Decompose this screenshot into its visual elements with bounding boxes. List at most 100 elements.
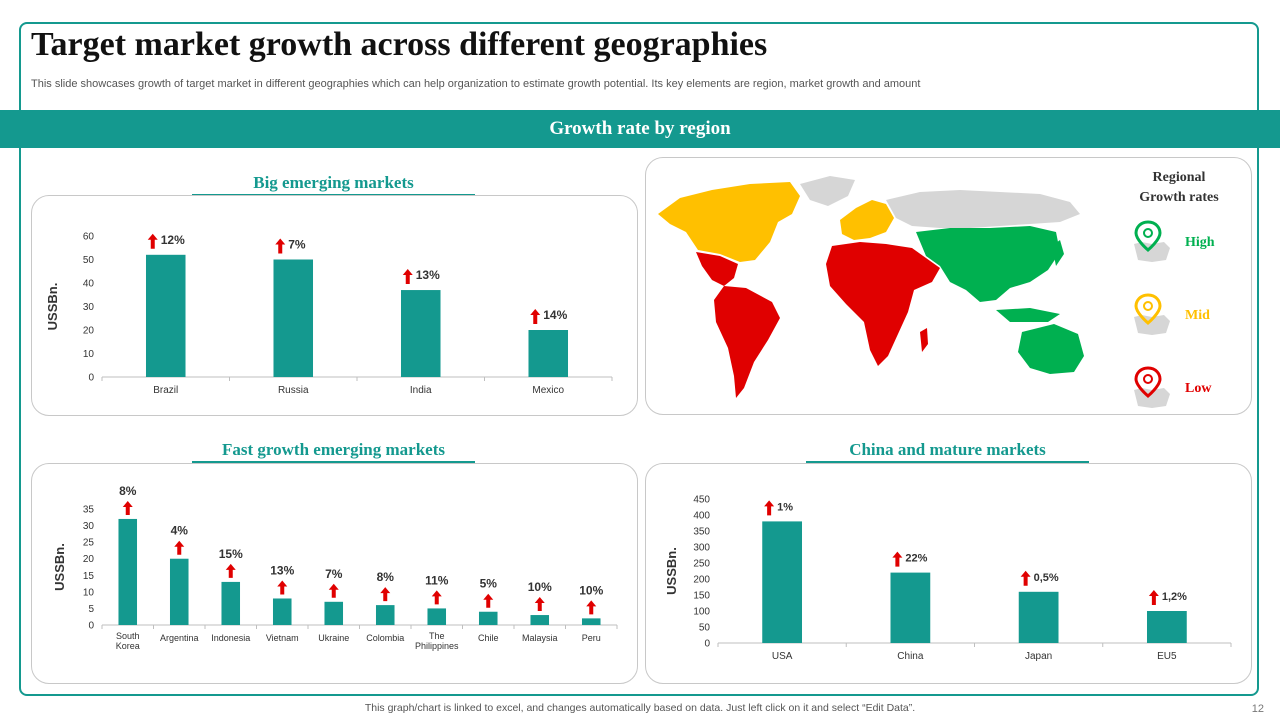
growth-label: 22% [905, 553, 927, 565]
up-arrow-icon [431, 590, 442, 605]
y-tick-label: 10 [83, 349, 95, 360]
map-region-central-america [696, 252, 738, 286]
bar-malaysia [530, 615, 550, 625]
y-tick-label: 0 [704, 639, 710, 650]
up-arrow-icon [483, 593, 494, 608]
section-underline [806, 461, 1089, 463]
map-region-south-america [714, 286, 780, 398]
chart-panel-fast-growth: 0 5 10 15 20 25 30 35 USSBn. South Korea 8% Argentin… [31, 463, 638, 684]
growth-label: 1,2% [1162, 591, 1187, 603]
y-tick-label: 25 [83, 538, 95, 549]
page-subtitle: This slide showcases growth of target ma… [31, 78, 921, 90]
growth-label: 8% [119, 484, 137, 498]
x-tick-label: Argentina [160, 633, 199, 643]
y-tick-label: 100 [693, 607, 710, 618]
bar-china [890, 572, 931, 643]
y-tick-label: 60 [83, 232, 95, 243]
x-tick-label: Korea [116, 641, 140, 651]
up-arrow-icon [586, 600, 597, 615]
bar-india [400, 290, 441, 377]
y-tick-label: 150 [693, 591, 710, 602]
legend-item-high: High [1130, 220, 1250, 268]
y-tick-label: 20 [83, 326, 95, 337]
big-emerging-markets-chart: 0 10 20 30 40 50 60 USSBn. Brazil 12% Russia 7% Indi… [45, 232, 613, 396]
growth-label: 14% [543, 308, 567, 322]
y-tick-label: 200 [693, 575, 710, 586]
x-tick-label: South [116, 631, 140, 641]
map-panel: Regional Growth rates High Mid Low [645, 157, 1252, 415]
x-tick-label: Brazil [153, 385, 178, 396]
up-arrow-icon [122, 500, 133, 515]
x-tick-label: Philippines [415, 641, 459, 651]
x-tick-label: Malaysia [522, 633, 558, 643]
bar-usa [762, 521, 803, 643]
x-tick-label: Colombia [366, 633, 404, 643]
legend-label-high: High [1185, 235, 1215, 250]
up-arrow-icon [892, 551, 903, 567]
legend-title: Regional Growth rates [1139, 170, 1219, 205]
bar-indonesia [221, 581, 241, 625]
y-tick-label: 15 [83, 571, 95, 582]
x-tick-label: India [410, 385, 432, 396]
map-region-africa [826, 242, 940, 366]
chart-panel-mature: 0 50 100 150 200 250 300 350 400 450 USSBn. USA 1% Ch… [645, 463, 1252, 684]
bar-south-korea [118, 518, 138, 625]
y-tick-label: 350 [693, 527, 710, 538]
map-pin-icon [1134, 366, 1170, 408]
bar-the-philippines [427, 608, 447, 625]
y-tick-label: 30 [83, 302, 95, 313]
x-tick-label: The [429, 631, 445, 641]
up-arrow-icon [1020, 570, 1031, 586]
map-region-japan [1052, 240, 1064, 266]
up-arrow-icon [530, 309, 541, 324]
section-title-mature: China and mature markets [849, 440, 1046, 459]
up-arrow-icon [275, 238, 286, 254]
y-tick-label: 35 [83, 505, 95, 516]
growth-label: 8% [377, 570, 395, 584]
section-title-big-emerging: Big emerging markets [253, 173, 414, 192]
growth-label: 1% [777, 501, 793, 513]
y-tick-label: 400 [693, 511, 710, 522]
up-arrow-icon [380, 587, 391, 602]
page-title: Target market growth across different ge… [31, 26, 768, 63]
slide-frame [19, 22, 1259, 696]
bar-ukraine [324, 601, 344, 625]
x-tick-label: Peru [582, 633, 601, 643]
bar-colombia [375, 605, 395, 625]
x-tick-label: Japan [1025, 651, 1052, 662]
up-arrow-icon [764, 500, 775, 516]
map-pin-icon [1134, 293, 1170, 335]
map-region-russia [886, 190, 1080, 228]
y-tick-label: 250 [693, 559, 710, 570]
bar-peru [581, 618, 601, 625]
y-tick-label: 30 [83, 521, 95, 532]
x-tick-label: USA [772, 651, 793, 662]
world-map [658, 176, 1084, 398]
growth-label: 15% [219, 547, 243, 561]
map-region-australia [1018, 324, 1084, 374]
up-arrow-icon [328, 583, 339, 598]
growth-label: 10% [528, 580, 552, 594]
x-tick-label: EU5 [1157, 651, 1177, 662]
y-axis-label: USSBn. [664, 547, 679, 595]
growth-label: 5% [480, 577, 498, 591]
up-arrow-icon [1148, 590, 1159, 605]
legend-item-mid: Mid [1130, 293, 1250, 341]
y-tick-label: 20 [83, 554, 95, 565]
up-arrow-icon [174, 540, 185, 555]
section-underline [192, 461, 475, 463]
y-tick-label: 0 [88, 621, 94, 632]
up-arrow-icon [147, 233, 158, 249]
x-tick-label: Russia [278, 385, 309, 396]
growth-label: 13% [270, 563, 294, 577]
legend-label-mid: Mid [1185, 308, 1210, 323]
x-tick-label: China [897, 651, 924, 662]
up-arrow-icon [277, 580, 288, 595]
legend-label-low: Low [1185, 381, 1212, 396]
bar-mexico [528, 330, 569, 377]
up-arrow-icon [225, 563, 236, 578]
x-tick-label: Ukraine [318, 633, 349, 643]
bar-vietnam [272, 598, 292, 625]
map-region-madagascar [920, 328, 928, 352]
